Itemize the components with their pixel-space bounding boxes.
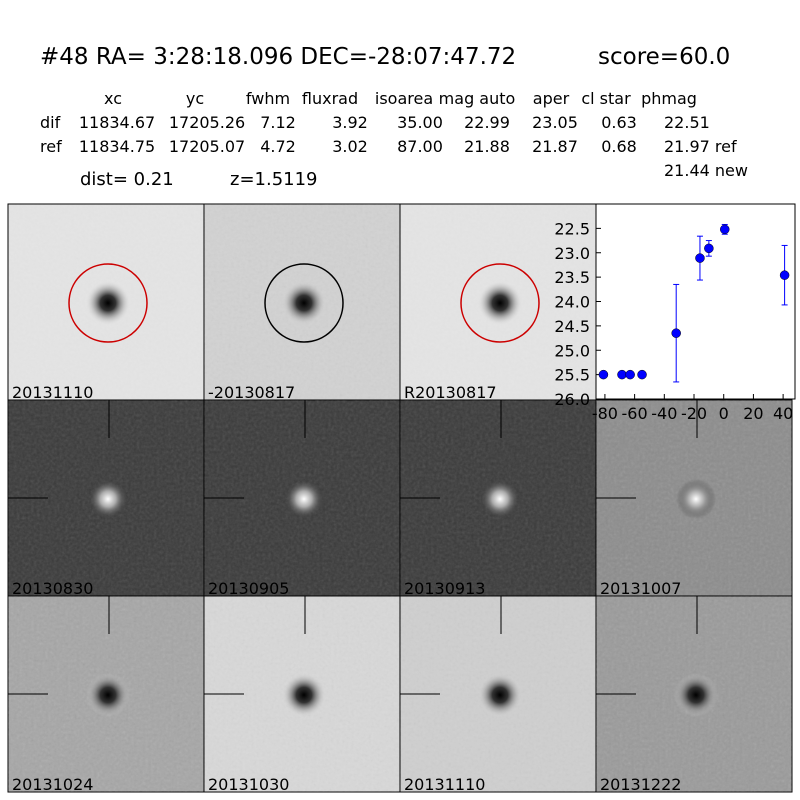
y-tick-label: 23.5 <box>554 268 590 287</box>
redshift: z=1.5119 <box>230 169 318 190</box>
stamps: 20131110 -20130817 R20130817 20130830 201309… <box>7 203 793 794</box>
x-tick-label: -20 <box>681 404 707 423</box>
y-tick-label: 23.0 <box>554 244 590 263</box>
cell: 87.00 <box>397 137 443 156</box>
point <box>720 224 730 235</box>
stamp-label: -20130817 <box>208 383 295 402</box>
cell: 22.51 <box>664 113 710 132</box>
stamp-label: 20131030 <box>208 775 289 794</box>
point <box>617 369 627 380</box>
source <box>86 673 130 717</box>
point <box>625 369 635 380</box>
y-tick-label: 24.0 <box>554 293 590 312</box>
x-tick-label: 0 <box>719 404 729 423</box>
row-label: dif <box>40 113 61 132</box>
plot-area <box>595 203 796 400</box>
column-header: phmag <box>641 89 697 108</box>
x-tick-label: 40 <box>773 404 793 423</box>
source <box>478 281 522 325</box>
column-header: fluxrad <box>302 89 358 108</box>
point <box>671 328 681 338</box>
stamp-label: 20131222 <box>600 775 681 794</box>
x-tick-label: -60 <box>622 404 648 423</box>
column-header: yc <box>186 89 204 108</box>
aperture-circle <box>68 263 148 343</box>
source <box>676 479 716 519</box>
point <box>637 369 647 380</box>
cell: 11834.67 <box>79 113 155 132</box>
stamp-label: 20131024 <box>12 775 93 794</box>
point <box>779 270 790 280</box>
cell: 21.97 ref <box>664 137 737 156</box>
source <box>674 673 718 717</box>
cell: 17205.26 <box>169 113 245 132</box>
column-header: isoarea <box>375 89 433 108</box>
column-header: xc <box>104 89 122 108</box>
row-label: ref <box>40 137 62 156</box>
cell: 23.05 <box>532 113 578 132</box>
y-tick-label: 25.5 <box>554 366 590 385</box>
point <box>695 253 705 263</box>
source <box>282 673 326 717</box>
x-tick-label: 20 <box>743 404 763 423</box>
stamp-label: 20131110 <box>404 775 485 794</box>
cell: 21.88 <box>464 137 510 156</box>
source <box>88 479 128 519</box>
x-tick-label: -80 <box>592 404 618 423</box>
cell: 3.92 <box>332 113 368 132</box>
column-header: aper <box>533 89 570 108</box>
title: #48 RA= 3:28:18.096 DEC=-28:07:47.72 <box>40 44 516 70</box>
column-header: fwhm <box>246 89 290 108</box>
cell: 0.63 <box>601 113 637 132</box>
stamp-label: R20130817 <box>404 383 497 402</box>
source <box>478 673 522 717</box>
y-tick-label: 22.5 <box>554 219 590 238</box>
y-tick-label: 24.5 <box>554 317 590 336</box>
score: score=60.0 <box>598 44 730 70</box>
y-tick-label: 25.0 <box>554 341 590 360</box>
cell: 3.02 <box>332 137 368 156</box>
stamp-label: 20131007 <box>600 579 681 598</box>
point <box>704 243 714 254</box>
stamp-label: 20130830 <box>12 579 93 598</box>
column-header: mag auto <box>439 89 516 108</box>
cell: 7.12 <box>260 113 296 132</box>
aperture-circle <box>264 263 344 343</box>
cell: 22.99 <box>464 113 510 132</box>
aperture-circle <box>460 263 540 343</box>
source <box>282 281 326 325</box>
x-tick-label: -40 <box>651 404 677 423</box>
point <box>598 369 609 380</box>
cell: 21.87 <box>532 137 578 156</box>
cell: 0.68 <box>601 137 637 156</box>
stamp-label: 20131110 <box>12 383 93 402</box>
cell: 4.72 <box>260 137 296 156</box>
source <box>86 281 130 325</box>
y-tick-label: 26.0 <box>554 390 590 409</box>
cell: 17205.07 <box>169 137 245 156</box>
stamp-label: 20130905 <box>208 579 289 598</box>
cell: 35.00 <box>397 113 443 132</box>
stamp-label: 20130913 <box>404 579 485 598</box>
cell: 11834.75 <box>79 137 155 156</box>
phmag-new: 21.44 new <box>664 161 748 180</box>
column-header: cl star <box>581 89 631 108</box>
light-curve: 22.5 23.0 23.5 24.0 24.5 25.0 25.5 26.0-80 -60 -4… <box>554 203 796 423</box>
source <box>480 479 520 519</box>
dist: dist= 0.21 <box>80 169 174 190</box>
source <box>284 479 324 519</box>
